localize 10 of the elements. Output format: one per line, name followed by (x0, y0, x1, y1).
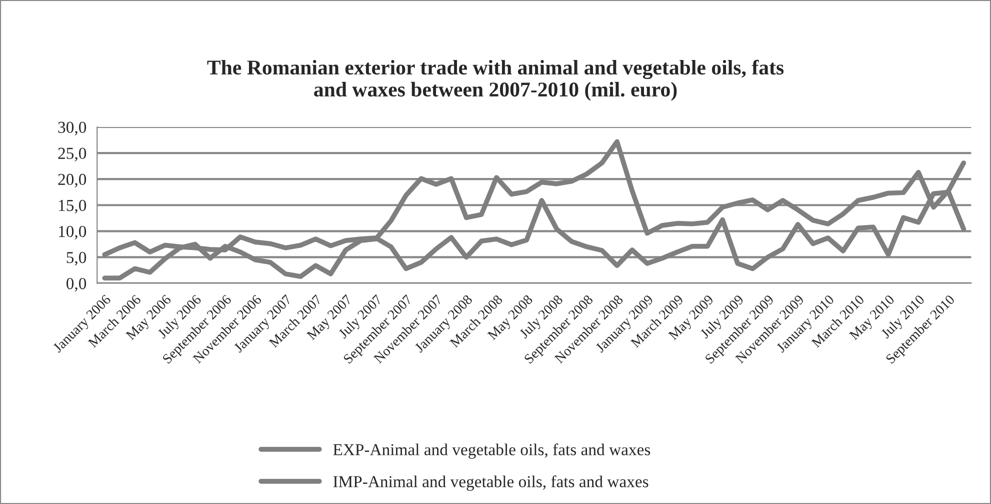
y-tick-label: 10,0 (59, 226, 86, 240)
y-tick-label: 0,0 (66, 278, 86, 292)
y-tick-label: 30,0 (58, 122, 86, 136)
chart-title: The Romanian exterior trade with animal and vegetable oils, fats and waxes between 2007-2010 (mil. euro) (207, 60, 784, 101)
y-tick-label: 5,0 (66, 252, 86, 266)
legend-label: IMP-Animal and vegetable oils, fats and waxes (333, 475, 648, 491)
legend-label: EXP-Animal and vegetable oils, fats and waxes (333, 443, 650, 459)
y-tick-label: 20,0 (58, 174, 86, 188)
y-tick-label: 15,0 (59, 200, 86, 214)
y-tick-label: 25,0 (58, 148, 86, 162)
